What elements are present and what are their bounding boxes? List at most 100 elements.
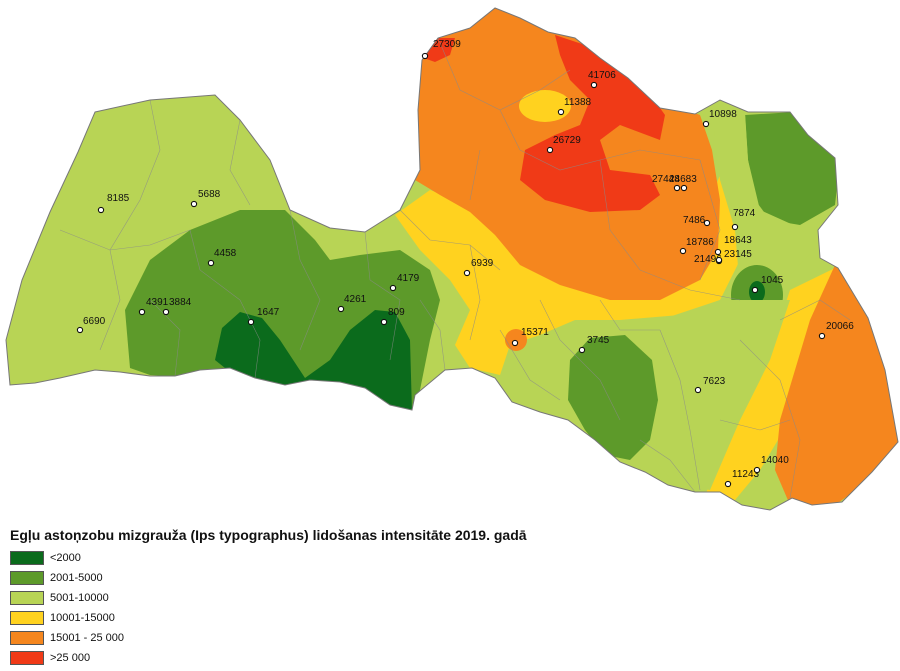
legend-label: 2001-5000 xyxy=(50,572,103,584)
trap-point-icon xyxy=(724,480,732,488)
zone-lightgreen-east xyxy=(712,112,818,290)
legend-swatch xyxy=(10,591,44,605)
trap-value-label: 1045 xyxy=(761,275,784,286)
trap-marker: 3884 xyxy=(162,297,192,316)
zone-lightgreen-southeast xyxy=(655,300,790,490)
trap-point-icon xyxy=(578,346,586,354)
trap-value-label: 10898 xyxy=(709,109,737,120)
legend-label: >25 000 xyxy=(50,652,91,664)
trap-marker: 18643 xyxy=(714,235,752,256)
trap-point-icon xyxy=(97,206,105,214)
trap-value-label: 27309 xyxy=(433,39,461,50)
zone-orange-spot xyxy=(505,329,527,351)
trap-value-label: 23145 xyxy=(724,249,752,260)
trap-point-icon xyxy=(337,305,345,313)
legend-swatch xyxy=(10,651,44,665)
trap-marker: 7623 xyxy=(694,376,726,394)
trap-marker: 26729 xyxy=(546,135,581,154)
trap-point-icon xyxy=(673,184,681,192)
trap-point-icon xyxy=(138,308,146,316)
trap-marker: 10898 xyxy=(702,109,737,128)
trap-marker: 4391 xyxy=(138,297,169,316)
trap-value-label: 11388 xyxy=(564,97,592,108)
trap-marker: 4458 xyxy=(207,248,237,267)
legend-label: 5001-10000 xyxy=(50,592,109,604)
country-outline xyxy=(5,7,899,511)
trap-marker: 4179 xyxy=(389,273,420,292)
intensity-surface xyxy=(5,7,899,511)
trap-value-label: 24683 xyxy=(669,174,697,185)
trap-point-icon xyxy=(714,248,722,256)
trap-value-label: 4391 xyxy=(146,297,169,308)
trap-marker: 5688 xyxy=(190,189,221,208)
trap-value-label: 18786 xyxy=(686,237,714,248)
trap-value-label: 14040 xyxy=(761,455,789,466)
legend-swatch xyxy=(10,571,44,585)
trap-point-icon xyxy=(702,120,710,128)
trap-value-label: 15371 xyxy=(521,327,549,338)
legend-label: <2000 xyxy=(50,552,81,564)
trap-point-icon xyxy=(207,259,215,267)
legend-item-gt25000: >25 000 xyxy=(10,648,527,668)
trap-point-icon xyxy=(818,332,826,340)
trap-point-icon xyxy=(703,219,711,227)
trap-point-icon xyxy=(389,284,397,292)
trap-value-label: 7486 xyxy=(683,215,706,226)
trap-marker: 809 xyxy=(380,307,405,326)
legend-swatch xyxy=(10,631,44,645)
trap-value-label: 5688 xyxy=(198,189,221,200)
trap-point-icon xyxy=(679,247,687,255)
trap-value-label: 18643 xyxy=(724,235,752,246)
trap-point-icon xyxy=(511,339,519,347)
trap-point-icon xyxy=(463,269,471,277)
legend-item-15001-25000: 15001 - 25 000 xyxy=(10,628,527,648)
trap-value-label: 3884 xyxy=(169,297,192,308)
zone-yellow-blob-north xyxy=(519,90,571,122)
legend-swatch xyxy=(10,611,44,625)
trap-value-label: 26729 xyxy=(553,135,581,146)
trap-marker: 15371 xyxy=(511,327,549,347)
legend-item-lt2000: <2000 xyxy=(10,548,527,568)
trap-point-icon xyxy=(190,200,198,208)
trap-value-label: 7874 xyxy=(733,208,756,219)
trap-value-label: 4261 xyxy=(344,294,367,305)
legend-item-10001-15000: 10001-15000 xyxy=(10,608,527,628)
trap-marker: 41706 xyxy=(588,70,616,89)
trap-value-label: 4458 xyxy=(214,248,237,259)
trap-value-label: 8185 xyxy=(107,193,130,204)
trap-marker: 20066 xyxy=(818,321,854,340)
trap-marker: 1647 xyxy=(247,307,280,326)
trap-marker: 11243 xyxy=(724,469,760,488)
trap-marker: 6690 xyxy=(76,316,106,334)
district-boundaries xyxy=(59,37,851,499)
legend-item-5001-10000: 5001-10000 xyxy=(10,588,527,608)
trap-point-icon xyxy=(590,81,598,89)
trap-value-label: 20066 xyxy=(826,321,854,332)
trap-value-label: 1647 xyxy=(257,307,280,318)
trap-marker: 23145 xyxy=(715,249,752,264)
trap-point-icon xyxy=(753,466,761,474)
trap-point-icon xyxy=(421,52,429,60)
trap-marker: 11388 xyxy=(557,97,592,116)
trap-marker: 7486 xyxy=(683,215,711,227)
trap-point-icon xyxy=(694,386,702,394)
trap-point-icon xyxy=(76,326,84,334)
trap-point-icon xyxy=(731,223,739,231)
trap-point-icon xyxy=(162,308,170,316)
trap-point-icon xyxy=(247,318,255,326)
trap-value-label: 809 xyxy=(388,307,405,318)
trap-value-label: 41706 xyxy=(588,70,616,81)
zone-green-south xyxy=(568,335,658,460)
zone-orange-east xyxy=(775,265,898,505)
trap-value-label: 6690 xyxy=(83,316,106,327)
legend-swatch xyxy=(10,551,44,565)
zone-yellow-east xyxy=(705,268,835,500)
trap-point-icon xyxy=(557,108,565,116)
legend-title: Egļu astoņzobu mizgrauža (Ips typographu… xyxy=(10,527,527,543)
trap-value-label: 3745 xyxy=(587,335,610,346)
trap-marker: 14040 xyxy=(753,455,789,474)
trap-point-icon xyxy=(546,146,554,154)
trap-point-icon xyxy=(680,184,688,192)
